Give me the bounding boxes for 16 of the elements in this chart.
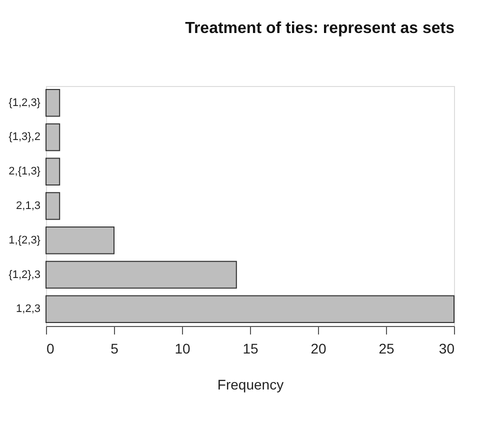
x-tick-label: 15 [242,340,258,356]
x-tick-label: 25 [378,340,394,356]
y-tick-label: {1,2},3 [8,268,40,281]
x-tick-label: 20 [310,340,326,356]
y-tick-label: {1,2,3} [8,96,41,109]
chart-title: Treatment of ties: represent as sets [185,20,455,37]
x-tick-label: 10 [174,340,190,356]
x-tick-label: 5 [110,340,119,356]
y-tick-label: 1,2,3 [16,303,40,316]
x-tick-label: 0 [46,340,54,356]
y-tick-label: 2,1,3 [16,200,40,212]
y-tick-label: 2,{1,3} [8,166,41,178]
y-tick-label: 1,{2,3} [8,234,41,246]
y-tick-label: {1,3},2 [8,131,40,144]
x-tick-label: 30 [438,340,455,356]
x-axis-title: Frequency [217,376,284,392]
